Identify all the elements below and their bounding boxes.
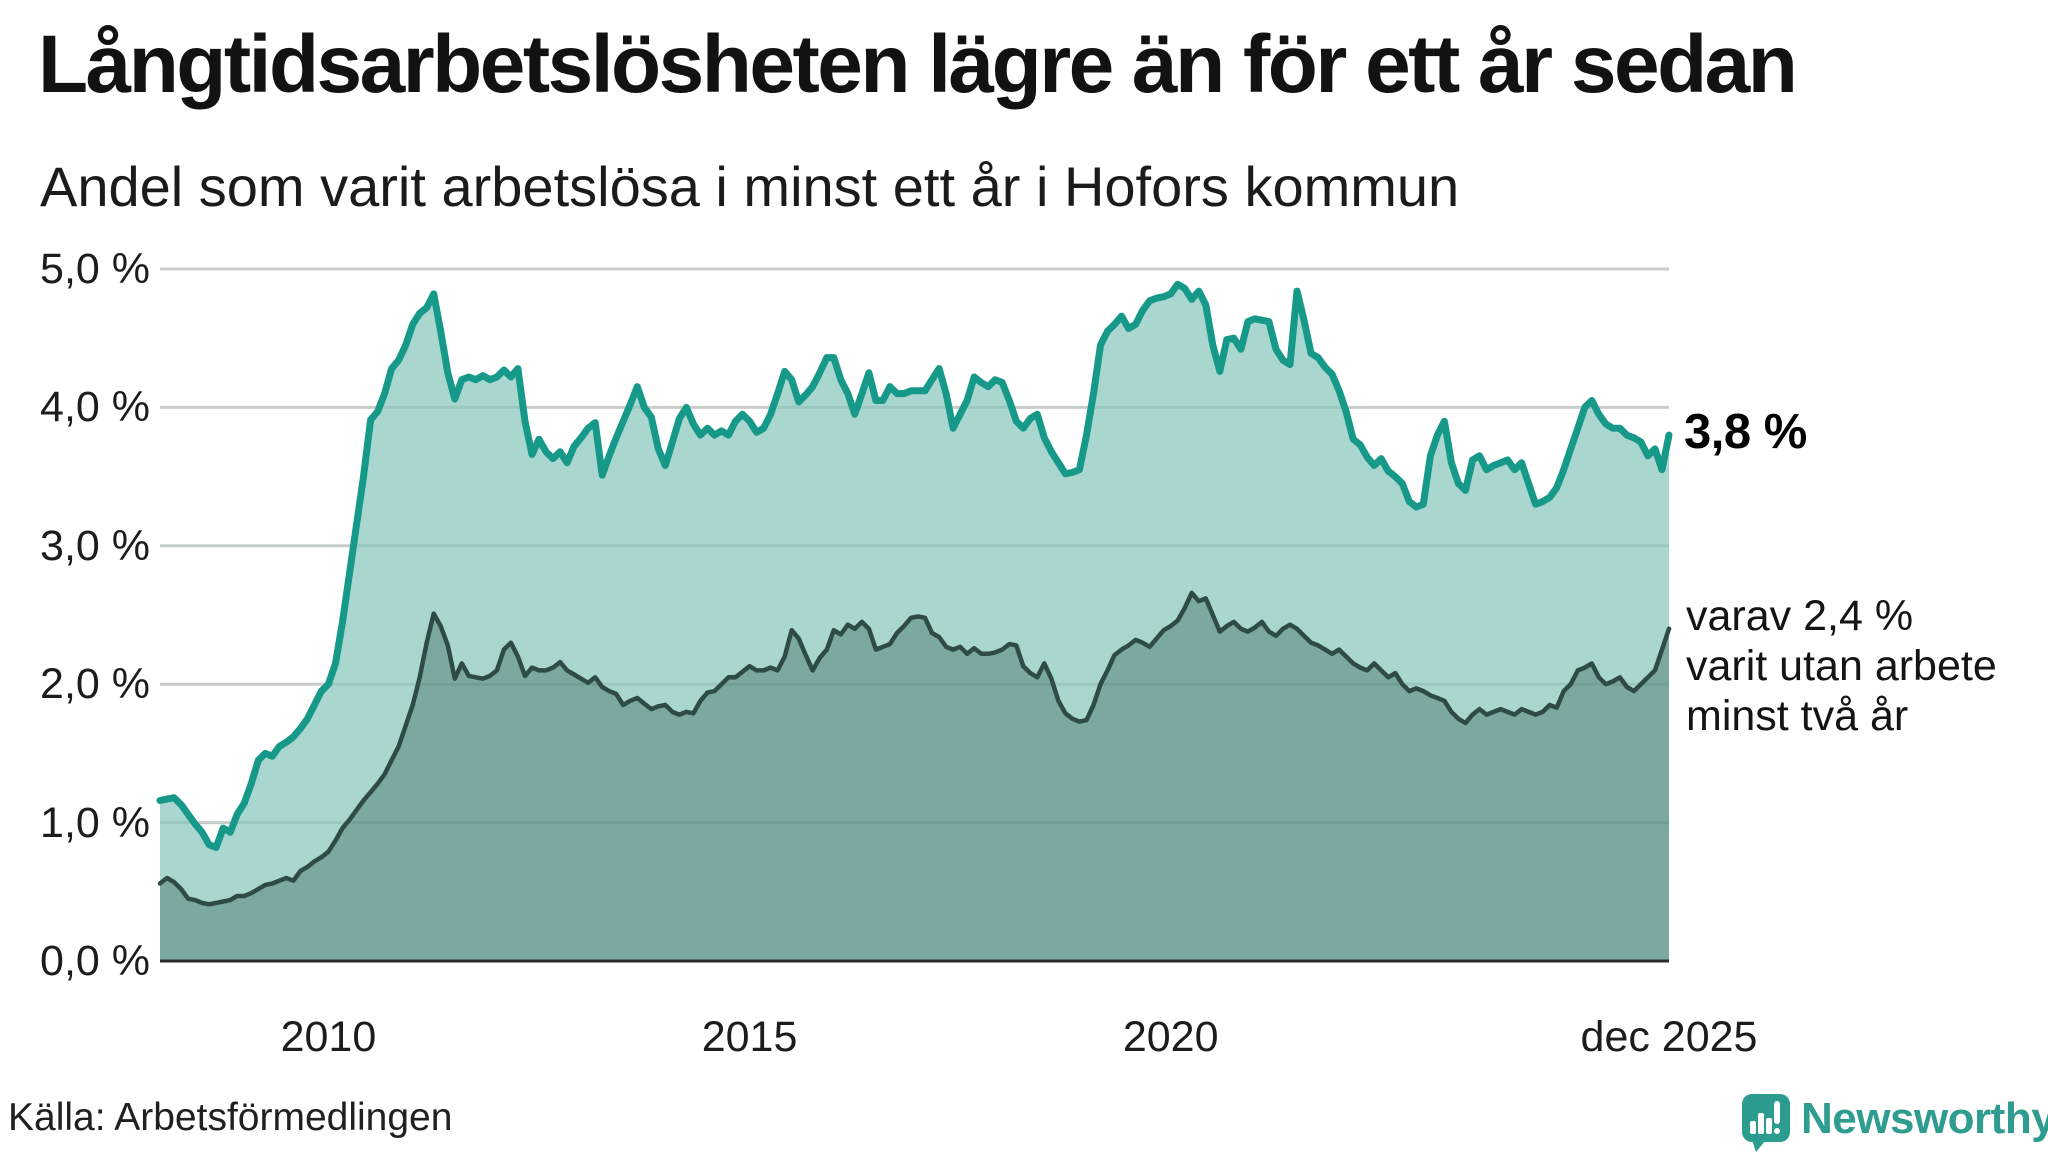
gridlines-overlay [160,267,1669,825]
subset-note-label: varav 2,4 % varit utan arbete minst två år [1686,592,1997,742]
newsworthy-logo [1740,1090,2040,1152]
y-tick-label: 4,0 % [40,383,150,432]
y-tick-label: 5,0 % [40,245,150,293]
y-tick-label: 2,0 % [40,660,150,709]
subset-series-area [160,592,1669,961]
page-title: Långtidsarbetslösheten lägre än för ett … [38,19,1798,110]
latest-total-value-label: 3,8 % [1684,405,1807,459]
total-series-line [156,280,1673,851]
y-tick-label: 0,0 % [40,937,150,985]
subset-note-line: varav 2,4 % [1686,592,1914,640]
page-subtitle: Andel som varit arbetslösa i minst ett å… [40,155,1460,218]
chart-lines [156,280,1673,907]
subset-note-line: varit utan arbete [1686,641,1997,690]
newsworthy-logo-icon [1742,1094,1790,1152]
x-tick-label: 2015 [701,1013,798,1061]
x-tick-label: 2010 [280,1013,377,1061]
source-credit: Källa: Arbetsförmedlingen [8,1096,453,1139]
y-tick-label: 1,0 % [40,798,150,847]
newsworthy-wordmark: Newsworthy [1801,1094,2048,1143]
x-tick-label: 2020 [1122,1013,1219,1061]
subset-note-line: minst två år [1686,691,1909,740]
chart-areas [160,284,1669,961]
y-tick-label: 3,0 % [40,521,150,570]
x-tick-label: dec 2025 [1580,1013,1758,1061]
subset-series-line [157,590,1672,907]
